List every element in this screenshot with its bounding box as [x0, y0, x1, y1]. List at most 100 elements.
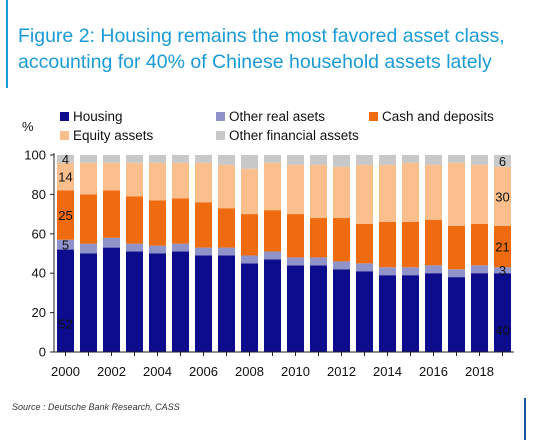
y-axis-label: % — [22, 119, 34, 134]
frame-accent-top — [6, 0, 8, 88]
y-tick-label: 80 — [32, 187, 46, 202]
bar-2005-4 — [171, 155, 190, 163]
data-label-first-0: 52 — [58, 316, 72, 331]
data-label-last-2: 21 — [495, 240, 509, 255]
x-tick-label: 2012 — [327, 364, 356, 379]
x-tick-label: 2000 — [51, 364, 80, 379]
bar-2003-4 — [125, 155, 144, 163]
bar-2008-1 — [240, 255, 259, 264]
bar-2012-2 — [332, 218, 351, 262]
bar-2002-0 — [102, 247, 121, 352]
bar-2000-0 — [56, 249, 75, 352]
bar-2007-3 — [217, 164, 236, 209]
bar-2013-3 — [355, 164, 374, 224]
bar-2010-1 — [286, 257, 305, 266]
axes: 0 20 40 60 80 100 2000 2002 2004 2006 2008 2010 2012… — [24, 148, 514, 379]
bar-2006-3 — [194, 162, 213, 203]
bar-2011-4 — [309, 155, 328, 165]
chart-title: Figure 2: Housing remains the most favor… — [18, 23, 533, 75]
bar-2009-3 — [263, 162, 282, 211]
bar-2004-3 — [148, 162, 167, 201]
data-label-first-2: 25 — [58, 208, 72, 223]
bar-2018-2 — [470, 223, 489, 266]
bar-2018-3 — [470, 164, 489, 224]
bar-2017-2 — [447, 225, 466, 270]
y-tick-label: 60 — [32, 226, 46, 241]
data-label-last-1: 3 — [499, 263, 506, 278]
bar-2001-2 — [79, 194, 98, 244]
bar-2002-1 — [102, 237, 121, 248]
x-tick-label: 2008 — [235, 364, 264, 379]
bar-2003-0 — [125, 251, 144, 352]
bar-2018-0 — [470, 273, 489, 352]
legend-label-2: Cash and deposits — [382, 109, 494, 124]
bar-2019-0 — [493, 273, 512, 352]
bar-2008-3 — [240, 168, 259, 215]
x-tick-label: 2014 — [373, 364, 402, 379]
bar-2019-3 — [493, 166, 512, 226]
bar-2010-3 — [286, 164, 305, 215]
y-tick-label: 40 — [32, 266, 46, 281]
x-tick-label: 2002 — [97, 364, 126, 379]
bar-2016-1 — [424, 265, 443, 274]
bar-2004-1 — [148, 245, 167, 254]
bar-2011-3 — [309, 164, 328, 219]
bar-2015-3 — [401, 162, 420, 222]
x-tick-label: 2010 — [281, 364, 310, 379]
bar-2005-2 — [171, 198, 190, 244]
bar-2016-2 — [424, 220, 443, 266]
bar-2003-2 — [125, 196, 144, 244]
bar-2013-1 — [355, 263, 374, 272]
bar-2006-2 — [194, 202, 213, 248]
bar-2010-0 — [286, 265, 305, 352]
legend-swatch-2 — [369, 112, 378, 121]
bar-2011-2 — [309, 218, 328, 258]
bar-2001-1 — [79, 243, 98, 254]
bar-2009-1 — [263, 251, 282, 260]
bar-2000-3 — [56, 162, 75, 191]
bar-2005-3 — [171, 162, 190, 199]
bar-2013-0 — [355, 271, 374, 352]
bar-2002-4 — [102, 155, 121, 163]
bar-2018-4 — [470, 155, 489, 165]
bar-2014-2 — [378, 221, 397, 268]
legend-label-0: Housing — [73, 109, 123, 124]
bar-2017-4 — [447, 155, 466, 163]
bar-2007-4 — [217, 155, 236, 165]
source-note: Source : Deutsche Bank Research, CASS — [12, 402, 180, 412]
bar-2013-2 — [355, 223, 374, 264]
bar-2002-3 — [102, 162, 121, 191]
title-line-1: Figure 2: Housing remains the most favor… — [18, 25, 505, 47]
frame-accent-bottom — [524, 398, 526, 440]
bar-2013-4 — [355, 155, 374, 165]
bar-2012-3 — [332, 166, 351, 219]
bar-2009-0 — [263, 259, 282, 352]
legend: Housing Other real asets Cash and deposits… — [60, 109, 494, 143]
bar-2006-4 — [194, 155, 213, 163]
bar-2014-3 — [378, 164, 397, 222]
bar-2002-2 — [102, 190, 121, 238]
bar-2005-1 — [171, 243, 190, 252]
bar-2004-4 — [148, 155, 167, 163]
bar-2011-0 — [309, 265, 328, 352]
data-label-first-1: 5 — [62, 238, 69, 253]
bar-2017-1 — [447, 269, 466, 278]
bar-2003-3 — [125, 162, 144, 197]
bar-2016-4 — [424, 155, 443, 165]
data-label-last-3: 30 — [495, 189, 509, 204]
bar-2016-3 — [424, 164, 443, 221]
bar-2004-2 — [148, 200, 167, 246]
bar-2007-1 — [217, 247, 236, 256]
bar-2001-4 — [79, 155, 98, 163]
bar-2017-0 — [447, 277, 466, 352]
legend-swatch-3 — [60, 131, 69, 140]
bar-2012-0 — [332, 269, 351, 352]
bar-2000-4 — [56, 155, 75, 163]
bar-2004-0 — [148, 253, 167, 352]
bar-2019-1 — [493, 267, 512, 274]
x-tick-label: 2018 — [465, 364, 494, 379]
bar-2019-2 — [493, 225, 512, 268]
bar-2010-2 — [286, 214, 305, 258]
bar-2011-1 — [309, 257, 328, 266]
